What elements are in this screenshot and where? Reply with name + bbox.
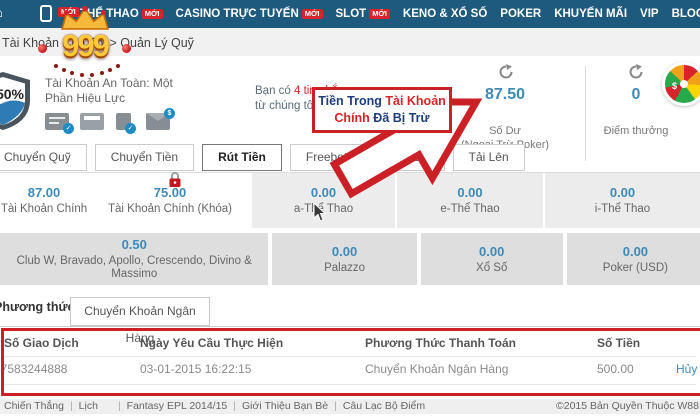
col-amount: Số Tiền [597, 336, 641, 350]
breadcrumb-path[interactable]: Tài Khoản Của Tôi [2, 36, 106, 50]
footer-link[interactable]: Chiến Thắng [4, 400, 64, 412]
wallet-row-1: 87.00 Tài Khoản Chính 75.00 Tài Khoản Ch… [0, 172, 700, 228]
nav-casino[interactable]: CASINO TRỰC TUYẾN MỚI [176, 8, 323, 20]
nav-khuyen-mai[interactable]: KHUYẾN MÃI [554, 8, 628, 20]
cell-amount: 500.00 [597, 362, 634, 376]
cancel-link[interactable]: Hủy [676, 362, 698, 376]
bonus-points-value: 0 [631, 86, 641, 103]
shield-percent: 50% [0, 86, 25, 102]
cell-request-date: 03-01-2015 16:22:15 [140, 362, 252, 376]
wallet-poker-usd[interactable]: 0.00 Poker (USD) [566, 233, 700, 285]
verified-check-icon: ✓ [125, 123, 136, 134]
tab-chuyen-tien[interactable]: Chuyển Tiền [94, 144, 195, 171]
wallet-casino-clubs[interactable]: 0.50 Club W, Bravado, Apollo, Crescendo,… [0, 233, 269, 285]
nav-keno-xo-so[interactable]: KENO & XỔ SỐ [402, 8, 488, 20]
bonus-points-label: Điểm thưởng [603, 125, 669, 137]
wallet-e-sports[interactable]: 0.00 e-Thể Thao [395, 173, 543, 228]
refresh-points-icon[interactable] [628, 64, 644, 80]
refresh-balance-icon[interactable] [498, 64, 514, 80]
nav-slot[interactable]: SLOT MỚI [336, 8, 390, 20]
cell-transaction-id: 37583244888 [0, 362, 68, 376]
top-navbar: ⌂ MỚI THỂ THAO MỚI CASINO TRỰC TUYẾN MỚI… [0, 0, 700, 28]
id-card-icon[interactable]: ✓ [45, 113, 74, 134]
mobile-app-icon[interactable] [40, 5, 52, 22]
footer-link[interactable]: Fantasy EPL 2014/15 [126, 400, 228, 412]
dollar-badge-icon: $ [164, 108, 175, 119]
new-badge: MỚI [58, 7, 79, 17]
panel-divider [585, 66, 586, 161]
new-badge: MỚI [369, 9, 390, 19]
mouse-cursor [313, 203, 327, 222]
table-separator [4, 356, 696, 357]
nav-blog[interactable]: BLOG [671, 8, 700, 20]
new-badge: MỚI [301, 9, 323, 19]
col-payment-method: Phương Thức Thanh Toán [365, 336, 517, 350]
phone-verify-icon[interactable]: ✓ [116, 113, 136, 134]
wallet-i-sports[interactable]: 0.00 i-Thể Thao [543, 173, 700, 228]
annotation-callout: Tiền Trong Tài Khoản Chính Đã Bị Trừ [312, 87, 452, 133]
wallet-main[interactable]: 87.00 Tài Khoản Chính [0, 173, 88, 228]
footer-link[interactable]: Giới Thiệu Bạn Bè [242, 400, 329, 412]
footer-link[interactable]: Lịch [78, 400, 98, 412]
breadcrumb: Tài Khoản Của Tôi > Quản Lý Quỹ [0, 28, 700, 56]
tab-tai-len[interactable]: Tải Lên [452, 144, 525, 171]
prize-wheel-icon[interactable]: $ [662, 62, 700, 106]
page-title: Quản Lý Quỹ [120, 36, 194, 50]
highlight-rectangle [1, 328, 700, 396]
security-shield-icon: 50% [0, 72, 30, 130]
home-icon[interactable]: ⌂ [0, 5, 12, 20]
verified-check-icon: ✓ [63, 123, 74, 134]
main-balance-value: 87.50 [484, 86, 526, 103]
col-transaction-id: Số Giao Dịch [4, 336, 79, 350]
lock-icon [169, 172, 181, 187]
footer-link[interactable]: Câu Lạc Bộ Điểm [342, 400, 426, 412]
divider-line [0, 326, 700, 327]
bank-card-icon[interactable] [80, 113, 104, 130]
footer: Chiến Thắng | Lịch | Fantasy EPL 2014/15 | … [0, 399, 700, 414]
wallet-palazzo[interactable]: 0.00 Palazzo [272, 233, 417, 285]
security-status-label: Tài Khoản An Toàn: Một Phần Hiệu Lực [45, 76, 173, 105]
new-badge: MỚI [141, 9, 163, 19]
method-tab-bank-transfer[interactable]: Chuyển Khoản Ngân Hàng [70, 297, 210, 345]
nav-vip[interactable]: VIP [640, 8, 659, 20]
tab-chuyen-quy[interactable]: Chuyển Quỹ [0, 144, 87, 171]
tab-rut-tien[interactable]: Rút Tiền [202, 144, 282, 171]
method-label: Phương thức: [0, 300, 79, 314]
wallet-row-2: 0.50 Club W, Bravado, Apollo, Crescendo,… [0, 233, 700, 285]
breadcrumb-separator: > [109, 36, 117, 50]
nav-poker[interactable]: POKER [500, 8, 542, 20]
wallet-lottery[interactable]: 0.00 Xổ Số [420, 233, 563, 285]
col-request-date: Ngày Yêu Cầu Thực Hiện [140, 336, 284, 350]
table-separator [4, 384, 696, 385]
nav-the-thao[interactable]: THỂ THAO MỚI [80, 8, 163, 20]
cell-payment-method: Chuyển Khoản Ngân Hàng [365, 362, 509, 376]
mail-money-icon[interactable]: $ [146, 108, 175, 130]
copyright: ©2015 Bản Quyền Thuộc W88 | [556, 400, 700, 412]
